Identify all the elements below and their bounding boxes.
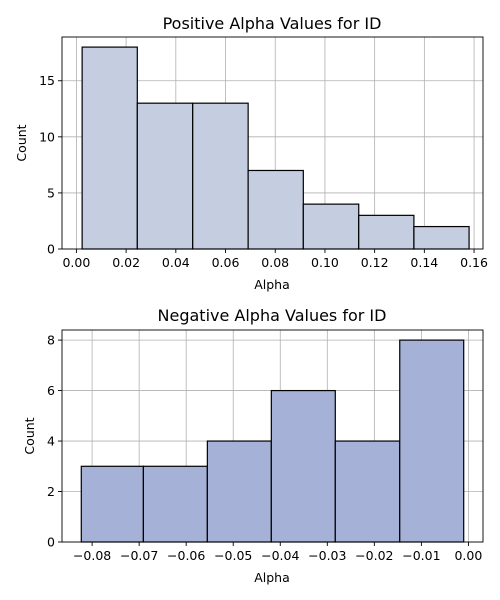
x-tick-label: 0.02	[112, 255, 140, 270]
y-tick-label: 4	[47, 434, 55, 449]
x-tick-label: 0.12	[361, 255, 389, 270]
x-tick-label: −0.01	[402, 548, 440, 563]
x-tick-label: 0.14	[410, 255, 438, 270]
chart-title: Positive Alpha Values for ID	[163, 14, 382, 33]
x-tick-label: 0.06	[212, 255, 240, 270]
histogram-bar	[302, 203, 360, 250]
histogram-bar	[399, 339, 465, 543]
x-tick-label: −0.02	[355, 548, 393, 563]
chart-title: Negative Alpha Values for ID	[158, 306, 387, 325]
histogram-bar	[142, 465, 208, 543]
y-tick-label: 2	[47, 484, 55, 499]
histogram-bar	[80, 465, 144, 543]
x-axis-label: Alpha	[254, 277, 290, 292]
x-tick-label: −0.06	[167, 548, 205, 563]
x-tick-label: −0.05	[214, 548, 252, 563]
y-tick-label: 0	[47, 535, 55, 550]
y-axis-label: Count	[22, 417, 37, 454]
y-tick-label: 8	[47, 333, 55, 348]
y-axis-label: Count	[14, 124, 29, 161]
y-tick-label: 10	[39, 129, 55, 144]
histogram-bar	[81, 46, 138, 250]
x-tick-label: 0.00	[454, 548, 482, 563]
histogram-bar	[136, 102, 194, 250]
x-tick-label: 0.04	[162, 255, 190, 270]
x-tick-label: −0.08	[73, 548, 111, 563]
histogram-bar	[358, 214, 415, 250]
axes-frame	[61, 36, 484, 250]
x-tick-label: 0.10	[311, 255, 339, 270]
y-tick-label: 15	[39, 73, 55, 88]
histogram-bar	[413, 225, 470, 250]
histogram-bar	[192, 102, 249, 250]
positive-alpha-histogram: Positive Alpha Values for ID Alpha Count…	[14, 14, 488, 292]
x-axis-label: Alpha	[254, 570, 290, 585]
histogram-bar	[206, 440, 272, 543]
x-tick-label: 0.08	[261, 255, 289, 270]
x-tick-label: −0.03	[308, 548, 346, 563]
histogram-bar	[334, 440, 401, 543]
histogram-bar	[270, 389, 336, 543]
histogram-bars	[81, 46, 470, 250]
x-tick-label: −0.07	[120, 548, 158, 563]
y-tick-label: 5	[47, 185, 55, 200]
axes-frame	[61, 329, 484, 543]
histogram-bar	[247, 169, 304, 250]
x-tick-label: 0.16	[460, 255, 488, 270]
x-tick-label: 0.00	[62, 255, 90, 270]
x-tick-label: −0.04	[261, 548, 299, 563]
negative-alpha-histogram: Negative Alpha Values for ID Alpha Count…	[22, 306, 484, 585]
y-tick-label: 0	[47, 242, 55, 257]
y-tick-label: 6	[47, 383, 55, 398]
